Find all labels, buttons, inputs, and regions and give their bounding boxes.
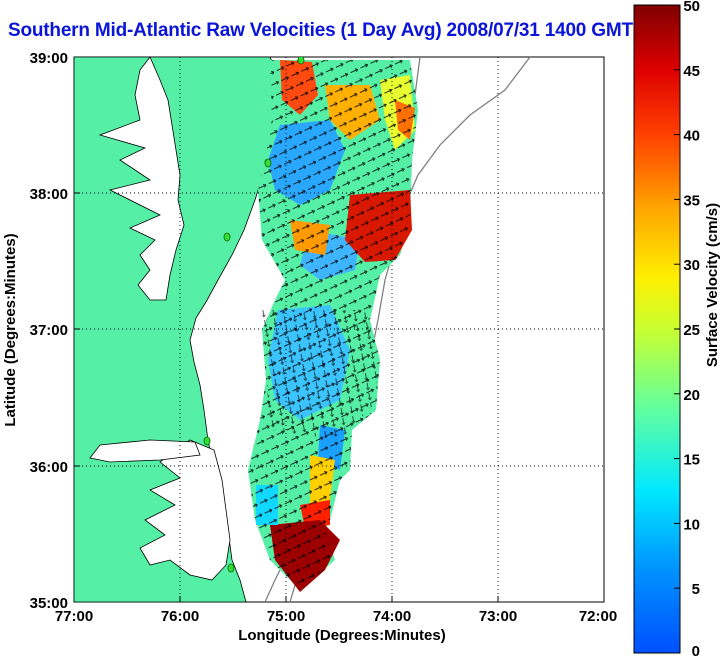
velocity-field xyxy=(248,60,418,592)
colorbar-tick-label: 20 xyxy=(683,387,700,404)
colorbar-tick-label: 30 xyxy=(683,257,700,274)
x-tick-label: 77:00 xyxy=(55,608,93,625)
pamlico-sound xyxy=(139,439,231,581)
page-title: Southern Mid-Atlantic Raw Velocities (1 … xyxy=(8,20,633,41)
colorbar-tick-label: 45 xyxy=(683,63,700,80)
grid-lines xyxy=(74,57,604,602)
x-tick-label: 72:00 xyxy=(579,608,617,625)
y-tick-label: 36:00 xyxy=(30,459,68,476)
colorbar xyxy=(633,4,681,654)
y-tick-label: 39:00 xyxy=(30,50,68,67)
colorbar-tick-label: 50 xyxy=(683,0,700,15)
x-axis-label: Longitude (Degrees:Minutes) xyxy=(238,627,446,644)
colorbar-label: Surface Velocity (cm/s) xyxy=(704,203,721,367)
y-tick-label: 38:00 xyxy=(30,186,68,203)
tick-marks xyxy=(74,192,499,602)
chesapeake-bay xyxy=(98,57,185,301)
colorbar-tick-label: 0 xyxy=(692,643,700,659)
colorbar-tick-label: 40 xyxy=(683,128,700,145)
colorbar-tick-label: 15 xyxy=(683,452,700,469)
colorbar-tick-label: 35 xyxy=(683,192,700,209)
x-tick-label: 75:00 xyxy=(267,608,305,625)
x-tick-label: 76:00 xyxy=(161,608,199,625)
colorbar-tick-label: 25 xyxy=(683,322,700,339)
colorbar-tick-label: 5 xyxy=(692,581,700,598)
station-markers xyxy=(203,57,305,573)
x-tick-label: 73:00 xyxy=(479,608,517,625)
y-tick-label: 35:00 xyxy=(30,595,68,612)
colorbar-ticks xyxy=(674,4,680,589)
y-axis-label: Latitude (Degrees:Minutes) xyxy=(2,233,19,426)
y-tick-label: 37:00 xyxy=(30,322,68,339)
colorbar-tick-label: 10 xyxy=(683,516,700,533)
x-tick-label: 74:00 xyxy=(373,608,411,625)
